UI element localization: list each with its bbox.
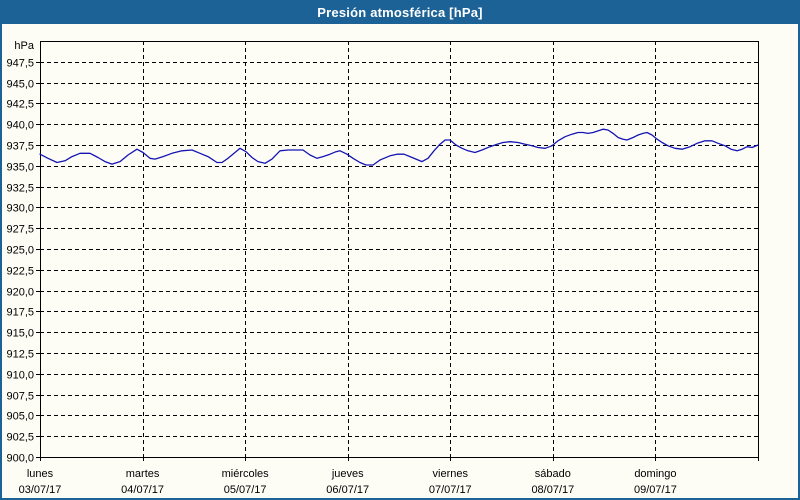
y-tick-label: 922,5 — [6, 266, 34, 278]
plot-border — [40, 41, 759, 458]
y-tick-label: 902,5 — [6, 432, 34, 444]
y-tick-label: 930,0 — [6, 203, 34, 215]
x-date-label: 07/07/17 — [429, 484, 472, 496]
x-date-label: 04/07/17 — [121, 484, 164, 496]
x-weekday-label: viernes — [433, 468, 469, 480]
y-tick-label: 907,5 — [6, 391, 34, 403]
y-tick-label: 912,5 — [6, 349, 34, 361]
y-tick-label: 927,5 — [6, 224, 34, 236]
chart-title-bar: Presión atmosférica [hPa] — [2, 2, 798, 24]
x-weekday-label: lunes — [27, 468, 54, 480]
chart-title: Presión atmosférica [hPa] — [317, 5, 483, 20]
x-weekday-label: martes — [126, 468, 160, 480]
y-tick-label: 945,0 — [6, 79, 34, 91]
y-tick-label: 932,5 — [6, 183, 34, 195]
y-tick-label: 915,0 — [6, 328, 34, 340]
pressure-chart: 947,5 945,0 942,5 940,0 937,5 935,0 932,5 930,0… — [6, 40, 759, 496]
x-date-label: 09/07/17 — [634, 484, 677, 496]
x-weekday-label: miércoles — [222, 468, 270, 480]
x-weekday-label: jueves — [331, 468, 364, 480]
y-tick-label: 942,5 — [6, 99, 34, 111]
y-tick-label: 910,0 — [6, 370, 34, 382]
y-tick-label: 920,0 — [6, 287, 34, 299]
y-tick-label: 940,0 — [6, 120, 34, 132]
y-tick-label: 917,5 — [6, 307, 34, 319]
x-date-label: 03/07/17 — [19, 484, 62, 496]
pressure-series-line — [39, 128, 759, 166]
y-tick-label: 937,5 — [6, 141, 34, 153]
x-weekday-label: domingo — [634, 468, 676, 480]
y-tick-label: 947,5 — [6, 58, 34, 70]
x-weekday-label: sábado — [535, 468, 571, 480]
y-tick-label: 935,0 — [6, 162, 34, 174]
x-date-label: 08/07/17 — [531, 484, 574, 496]
x-date-label: 05/07/17 — [224, 484, 267, 496]
y-tick-label: 900,0 — [6, 453, 34, 465]
y-tick-label: 905,0 — [6, 411, 34, 423]
y-tick-label: 925,0 — [6, 245, 34, 257]
y-axis-unit-label: hPa — [14, 40, 34, 52]
x-date-label: 06/07/17 — [326, 484, 369, 496]
